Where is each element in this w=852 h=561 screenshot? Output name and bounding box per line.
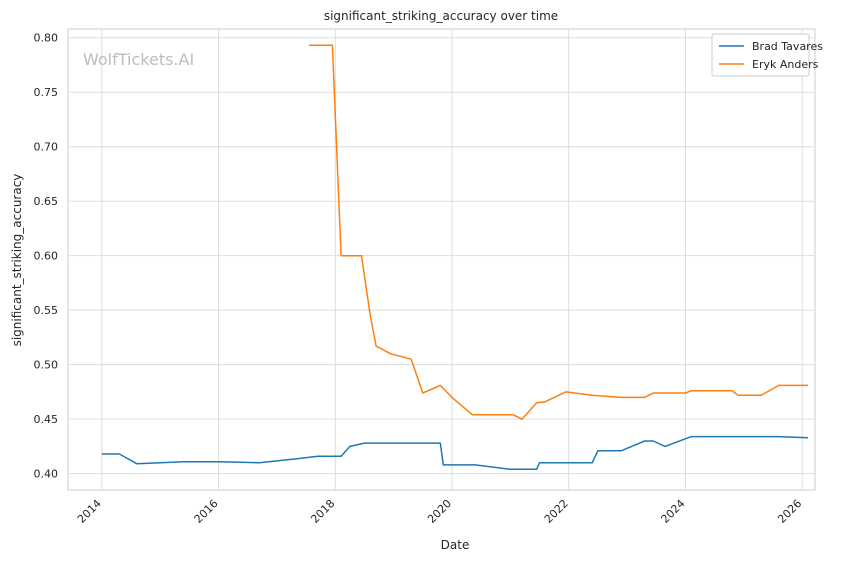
x-axis-label: Date [441, 538, 470, 552]
y-tick-label: 0.70 [34, 141, 59, 154]
x-tick-label: 2018 [308, 497, 337, 526]
x-tick-label: 2016 [192, 497, 221, 526]
y-tick-label: 0.60 [34, 250, 59, 263]
y-tick-label: 0.40 [34, 468, 59, 481]
legend-box [711, 33, 810, 77]
x-tick-label: 2014 [75, 497, 104, 526]
x-tick-label: 2024 [659, 497, 688, 526]
series-line-eryk-anders [309, 44, 808, 420]
legend: Brad Tavares Eryk Anders [711, 33, 823, 77]
y-tick-label: 0.65 [34, 195, 59, 208]
x-tick-label: 2020 [425, 497, 454, 526]
y-axis-label: significant_striking_accuracy [10, 174, 24, 347]
x-axis-ticks: 2014 2016 2018 2020 2022 2024 2026 [75, 497, 804, 526]
legend-label-brad-tavares: Brad Tavares [752, 40, 823, 53]
series-lines [101, 44, 809, 471]
y-tick-label: 0.80 [34, 32, 59, 45]
y-tick-label: 0.45 [34, 413, 59, 426]
series-line-brad-tavares [101, 435, 809, 471]
y-tick-label: 0.50 [34, 359, 59, 372]
chart-title: significant_striking_accuracy over time [324, 9, 558, 23]
legend-label-eryk-anders: Eryk Anders [752, 58, 819, 71]
y-axis-ticks: 0.40 0.45 0.50 0.55 0.60 0.65 0.70 0.75 0.80 [34, 32, 59, 481]
y-tick-label: 0.55 [34, 304, 59, 317]
x-tick-label: 2026 [775, 497, 804, 526]
watermark-text: WolfTickets.AI [83, 50, 194, 69]
plot-area [67, 28, 816, 491]
x-tick-label: 2022 [542, 497, 571, 526]
y-tick-label: 0.75 [34, 86, 59, 99]
grid-lines [68, 29, 815, 490]
